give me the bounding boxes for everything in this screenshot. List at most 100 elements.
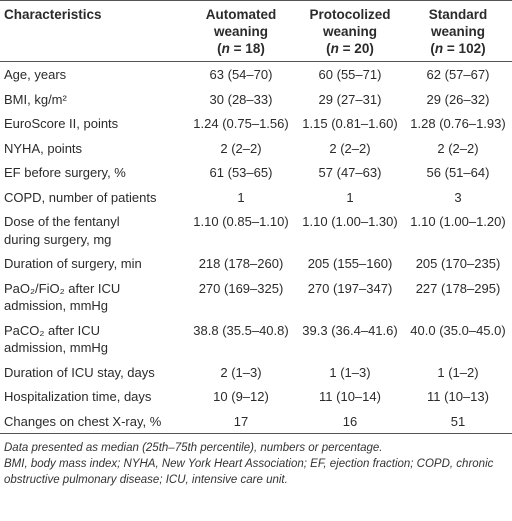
data-table: Characteristics Automated weaning (n = 18)… [0,0,512,434]
value-cell: 38.8 (35.5–40.8) [193,322,289,338]
footnote: BMI, body mass index; NYHA, New York Hea… [4,458,494,486]
value-cell: 63 (54–70) [209,67,273,82]
value-cell: 1.15 (0.81–1.60) [302,116,398,131]
label-cell: BMI, kg/m² [0,87,186,112]
table-row: Hospitalization time, days 10 (9–12) 11 (1… [0,384,512,409]
label-cell: COPD, number of patients [0,185,186,210]
label-line: admission, mmHg [4,340,109,355]
value-cell: 10 (9–12) [213,389,269,404]
value-cell: 51 [450,413,466,429]
value-cell: 11 (10–13) [427,389,489,404]
header-line: weaning [430,24,485,39]
label-line: EuroScore II, points [4,116,119,131]
header-line: Automated [205,7,277,22]
value-cell: 205 (170–235) [415,256,501,271]
value-cell: 17 [233,413,249,429]
label-line: Hospitalization time, days [4,389,152,404]
label-line: Duration of ICU stay, days [4,364,155,380]
table-row: COPD, number of patients 1 1 3 [0,185,512,210]
label-line: BMI, kg/m² [4,91,67,107]
label-line: EF before surgery, % [4,165,126,180]
value-cell: 1.10 (1.00–1.30) [302,214,398,229]
value-cell: 1 (1–2) [437,364,479,380]
value-cell: 62 (57–67) [426,67,490,82]
header-n-part: = 102) [443,41,486,56]
value-cell: 2 (2–2) [437,140,479,156]
header-n-part: = 18) [229,41,265,56]
value-cell: 29 (26–32) [426,91,490,107]
header-n-part: ( [430,41,435,56]
label-cell: Duration of ICU stay, days [0,360,186,385]
value-cell: 218 (178–260) [198,256,284,271]
header-row: Characteristics Automated weaning (n = 18)… [0,0,512,62]
value-cell: 16 [342,413,358,429]
header-n-part: n [434,41,444,56]
header-line: Protocolized [309,7,391,22]
value-cell: 1.10 (0.85–1.10) [193,214,289,229]
table-row: Dose of the fentanyl during surgery, mg 1.… [0,209,512,251]
header-n: (n = 20) [298,40,402,57]
header-cell: Standard weaning (n = 102) [404,1,512,62]
table-row: NYHA, points 2 (2–2) 2 (2–2) 2 (2–2) [0,136,512,161]
label-cell: Hospitalization time, days [0,384,186,409]
header-n-part: ( [326,41,331,56]
value-cell: 1 [237,189,245,205]
value-cell: 61 (53–65) [209,165,273,180]
value-cell: 29 (27–31) [318,91,382,107]
label-cell: EF before surgery, % [0,160,186,185]
value-cell: 56 (51–64) [426,165,490,180]
value-cell: 1.28 (0.76–1.93) [410,116,506,131]
value-cell: 39.3 (36.4–41.6) [302,322,398,338]
table-body: Age, years 63 (54–70) 60 (55–71) 62 (57–67)… [0,62,512,434]
label-line: Changes on chest X-ray, % [4,413,162,429]
table-row: Changes on chest X-ray, % 17 16 51 [0,409,512,434]
label-cell: PaO₂/FiO₂ after ICU admission, mmHg [0,276,186,318]
value-cell: 1.10 (1.00–1.20) [410,214,506,229]
header-line: weaning [322,24,377,39]
table-row: PaO₂/FiO₂ after ICU admission, mmHg 270 (1… [0,276,512,318]
label-line: Dose of the fentanyl [4,214,120,229]
label-line: PaCO₂ after ICU [4,322,101,338]
label-cell: Changes on chest X-ray, % [0,409,186,434]
header-n-part: n [330,41,339,56]
table-row: Duration of surgery, min 218 (178–260) 205… [0,251,512,276]
value-cell: 60 (55–71) [318,67,382,82]
label-cell: NYHA, points [0,136,186,161]
header-n-part: n [221,41,230,56]
header-n: (n = 18) [188,40,294,57]
footnotes: Data presented as median (25th–75th perc… [0,434,512,488]
label-cell: PaCO₂ after ICU admission, mmHg [0,318,186,360]
header-cell: Protocolized weaning (n = 20) [296,1,404,62]
value-cell: 227 (178–295) [415,280,501,296]
value-cell: 270 (169–325) [198,280,284,296]
label-line: admission, mmHg [4,298,109,313]
value-cell: 2 (2–2) [329,140,371,156]
header-line: Standard [428,7,488,22]
label-line: during surgery, mg [4,231,112,247]
value-cell: 1 [346,189,354,205]
header-n: (n = 102) [406,40,510,57]
label-cell: Dose of the fentanyl during surgery, mg [0,209,186,251]
label-cell: EuroScore II, points [0,111,186,136]
header-n-part: ( [217,41,222,56]
table-row: Age, years 63 (54–70) 60 (55–71) 62 (57–67) [0,62,512,87]
value-cell: 205 (155–160) [307,256,393,271]
value-cell: 2 (2–2) [220,140,262,156]
value-cell: 57 (47–63) [318,165,382,180]
value-cell: 1.24 (0.75–1.56) [193,116,289,131]
label-line: Age, years [4,67,67,82]
label-line: Duration of surgery, min [4,256,142,271]
table-row: BMI, kg/m² 30 (28–33) 29 (27–31) 29 (26–32) [0,87,512,112]
header-cell: Automated weaning (n = 18) [186,1,296,62]
value-cell: 3 [454,189,462,205]
header-line: weaning [213,24,268,39]
value-cell: 40.0 (35.0–45.0) [410,322,506,338]
footnote: Data presented as median (25th–75th perc… [4,442,383,454]
value-cell: 11 (10–14) [319,389,381,404]
table-row: EuroScore II, points 1.24 (0.75–1.56) 1.15… [0,111,512,136]
value-cell: 1 (1–3) [329,364,371,380]
label-cell: Duration of surgery, min [0,251,186,276]
table-row: Duration of ICU stay, days 2 (1–3) 1 (1–3)… [0,360,512,385]
label-cell: Age, years [0,62,186,87]
